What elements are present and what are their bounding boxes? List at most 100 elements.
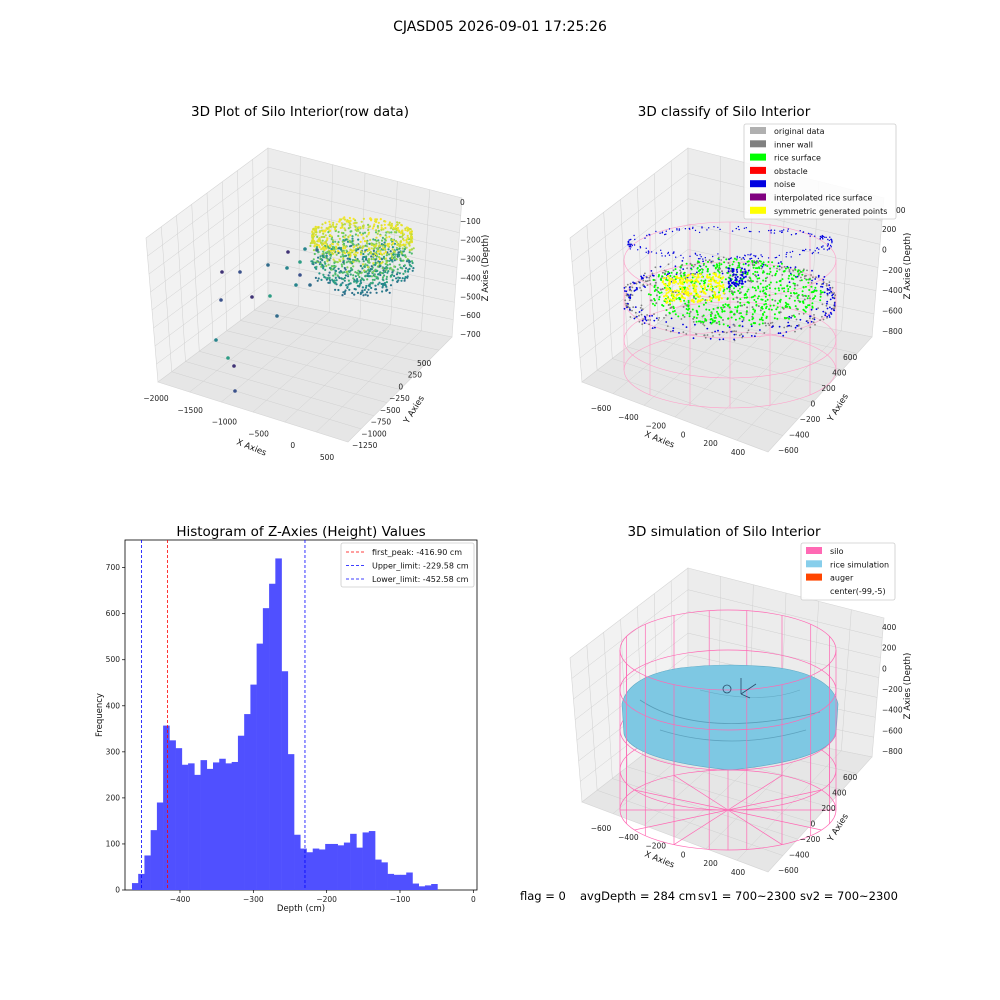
flag-text: flag = 0: [520, 889, 566, 903]
raw-point: [324, 262, 327, 265]
classified-wall-point: [831, 296, 834, 299]
classified-surface-point: [792, 314, 795, 317]
y-tick-label: −1250: [352, 441, 378, 450]
classified-surface-point: [787, 303, 790, 306]
classified-surface-point: [746, 296, 749, 299]
classified-surface-point: [683, 299, 686, 302]
classified-surface-point: [786, 285, 789, 288]
raw-point: [377, 221, 380, 224]
raw-point: [385, 275, 388, 278]
histogram-title: Histogram of Z-Axies (Height) Values: [176, 524, 425, 540]
raw-point: [393, 255, 396, 258]
raw-point: [329, 254, 333, 257]
classified-surface-point: [687, 301, 690, 304]
classified-surface-point: [743, 296, 746, 299]
raw-point: [375, 229, 378, 232]
raw-point: [313, 252, 316, 256]
raw-point: [393, 259, 396, 262]
raw-point: [351, 237, 354, 240]
classified-surface-point: [777, 265, 779, 268]
raw-point: [367, 268, 370, 271]
classified-surface-point: [654, 281, 657, 284]
raw-point: [359, 245, 362, 248]
raw-point: [349, 241, 352, 244]
classified-wall-point: [823, 291, 826, 294]
classified-wall-point: [779, 332, 782, 334]
classified-surface-point: [677, 315, 680, 318]
classified-wall-point: [778, 265, 781, 268]
classified-surface-point: [754, 309, 757, 312]
classified-surface-point: [647, 293, 650, 296]
classified-wall-point: [834, 305, 836, 308]
z-tick-label: −600: [882, 307, 903, 316]
raw-point: [356, 271, 359, 275]
classified-generated-point: [696, 300, 699, 303]
classified-rim-point: [743, 258, 746, 260]
classified-surface-point: [761, 319, 764, 322]
classified-rim-point: [753, 254, 755, 257]
classified-wall-point: [826, 317, 828, 319]
classified-surface-point: [759, 282, 762, 285]
classified-surface-point: [711, 312, 713, 315]
grid-line: [573, 611, 881, 700]
raw-point: [361, 286, 364, 289]
classified-wall-point: [803, 277, 806, 280]
classified-surface-point: [708, 259, 711, 262]
classified-surface-point: [752, 322, 755, 325]
raw-point: [375, 275, 378, 278]
classified-rim-point: [830, 238, 833, 240]
z-tick-label: −700: [460, 330, 481, 339]
classified-generated-point: [667, 282, 671, 285]
raw-point: [352, 274, 355, 277]
panel-simulation-title: 3D simulation of Silo Interior: [627, 524, 821, 540]
classified-surface-point: [777, 287, 780, 290]
classified-generated-point: [683, 297, 687, 300]
grid-line: [221, 164, 333, 403]
raw-point: [373, 223, 376, 226]
raw-point: [341, 240, 344, 243]
x-tick-label: −200: [316, 895, 337, 904]
raw-point: [343, 279, 346, 282]
raw-point: [321, 223, 324, 226]
classified-surface-point: [701, 268, 704, 271]
raw-point: [312, 227, 315, 230]
raw-point: [410, 260, 414, 263]
classified-surface-point: [764, 292, 767, 295]
classified-generated-point: [709, 296, 712, 299]
classified-wall-point: [777, 262, 780, 264]
classified-wall-point: [794, 266, 797, 268]
raw-point: [381, 272, 385, 275]
raw-point: [309, 244, 312, 247]
raw-point: [318, 238, 321, 241]
classified-surface-point: [802, 308, 805, 311]
sv1-text: sv1 = 700~2300: [698, 889, 796, 903]
classified-surface-point: [738, 317, 741, 320]
raw-point: [359, 264, 362, 267]
classified-generated-point: [708, 276, 711, 279]
raw-point: [340, 218, 343, 221]
classified-surface-point: [795, 292, 798, 295]
classified-generated-point: [686, 279, 689, 282]
raw-point: [342, 247, 345, 250]
classified-generated-point: [720, 277, 723, 280]
raw-point: [357, 259, 360, 262]
raw-point: [362, 245, 365, 248]
raw-point: [343, 218, 347, 221]
raw-point: [372, 248, 375, 251]
classified-rim-point: [689, 255, 691, 257]
y-tick-label: 200: [821, 804, 836, 813]
classified-wall-point: [685, 333, 688, 335]
classified-surface-point: [703, 282, 706, 285]
classified-generated-point: [718, 280, 722, 283]
raw-point: [314, 276, 317, 279]
classified-noise-point: [735, 268, 738, 271]
classified-surface-point: [740, 269, 743, 271]
classified-generated-point: [722, 286, 725, 289]
classified-surface-point: [733, 287, 735, 290]
classified-rim-point: [708, 227, 710, 229]
classified-rim-point: [790, 256, 792, 258]
raw-point: [328, 223, 331, 226]
raw-point: [345, 249, 348, 252]
classified-surface-point: [755, 303, 758, 306]
y-tick-label: −200: [800, 415, 821, 424]
